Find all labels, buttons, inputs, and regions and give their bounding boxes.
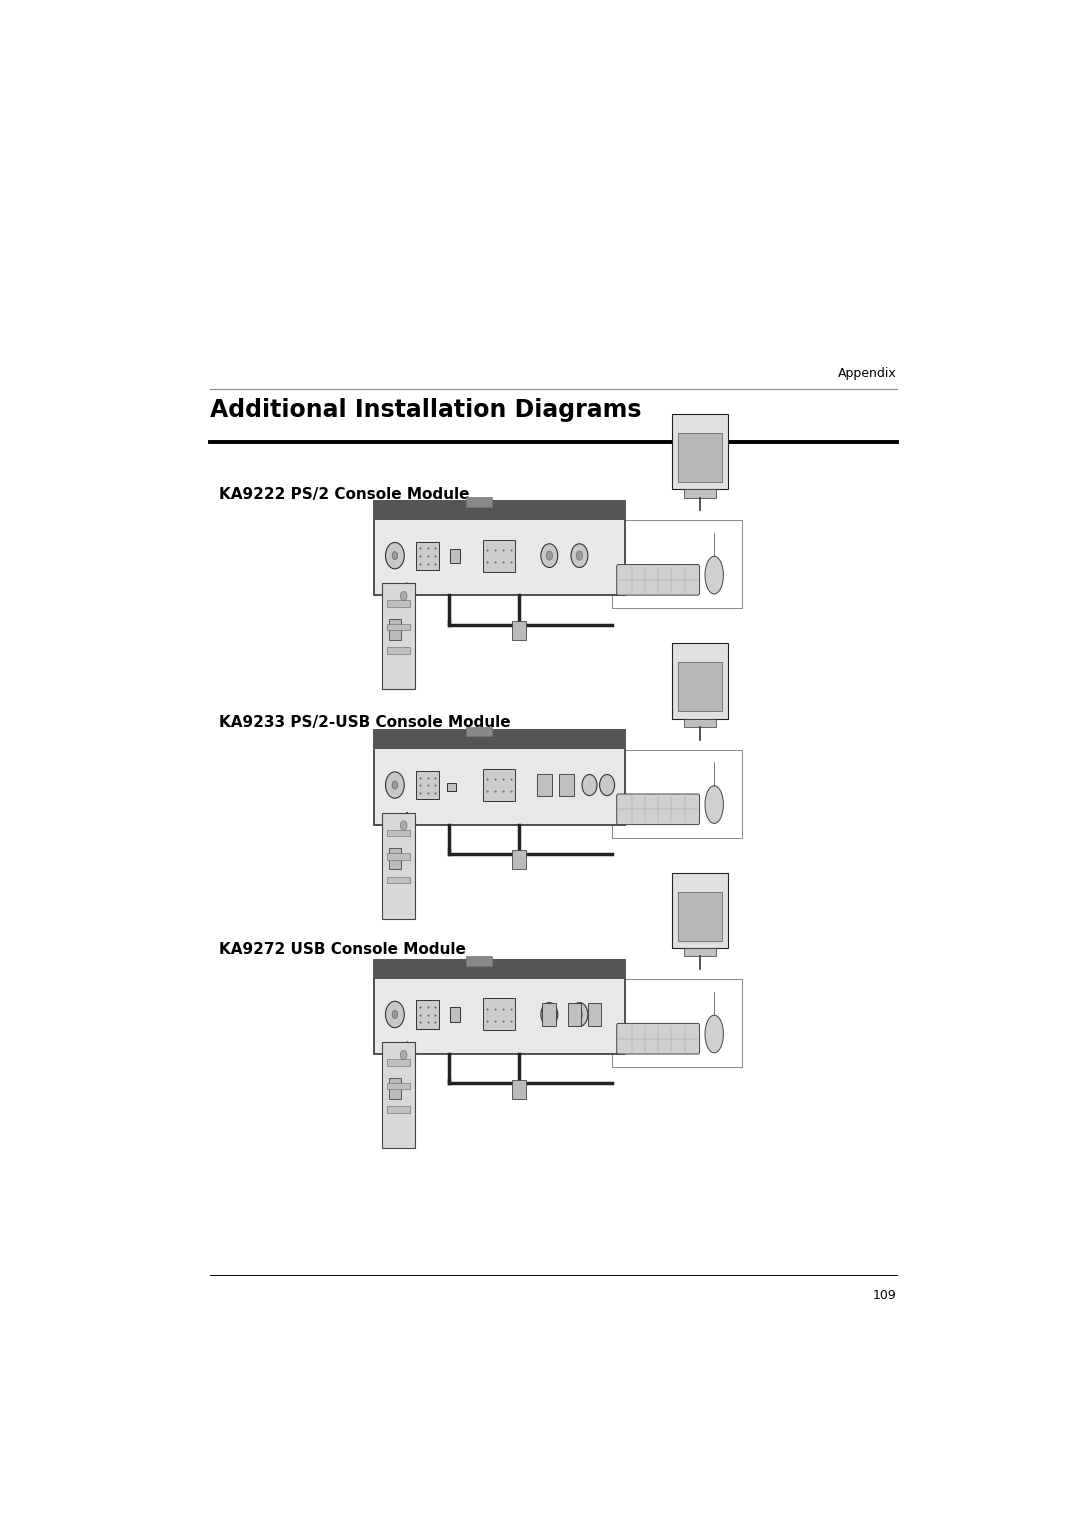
Bar (685, 489, 716, 498)
Circle shape (541, 544, 557, 567)
Bar (672, 643, 728, 718)
Circle shape (386, 772, 404, 798)
Text: KA9233 PS/2-USB Console Module: KA9233 PS/2-USB Console Module (218, 715, 511, 730)
Bar (416, 541, 440, 570)
Bar (542, 1002, 556, 1027)
Bar (612, 520, 742, 608)
Bar (389, 848, 401, 869)
Bar (483, 769, 515, 801)
Bar (416, 772, 440, 799)
Bar (450, 1007, 460, 1022)
Bar (513, 1080, 526, 1099)
Bar (387, 623, 410, 631)
Bar (416, 1001, 440, 1028)
Circle shape (582, 775, 597, 796)
Bar (537, 773, 552, 796)
Circle shape (546, 552, 553, 561)
Bar (588, 1002, 602, 1027)
Bar (685, 947, 716, 957)
Bar (567, 1002, 581, 1027)
Bar (467, 727, 491, 736)
Bar (387, 877, 410, 883)
Text: Additional Installation Diagrams: Additional Installation Diagrams (211, 399, 642, 422)
Bar (382, 813, 416, 918)
Bar (467, 497, 491, 507)
Bar (678, 432, 721, 481)
Text: KA9272 USB Console Module: KA9272 USB Console Module (218, 943, 465, 957)
Circle shape (546, 1010, 553, 1019)
Bar (382, 1042, 416, 1148)
Bar (447, 784, 456, 792)
Circle shape (401, 1050, 407, 1059)
Bar (387, 648, 410, 654)
Circle shape (401, 821, 407, 830)
Bar (513, 620, 526, 640)
Bar (387, 601, 410, 607)
Bar (374, 501, 624, 594)
Circle shape (576, 552, 583, 561)
Circle shape (386, 1001, 404, 1028)
Bar (387, 1106, 410, 1112)
Text: 109: 109 (873, 1290, 896, 1302)
Bar (389, 1077, 401, 1099)
Bar (374, 730, 624, 749)
Bar (612, 750, 742, 837)
Bar (678, 892, 721, 941)
Bar (678, 662, 721, 711)
Circle shape (392, 781, 397, 788)
Circle shape (401, 591, 407, 601)
Circle shape (386, 542, 404, 568)
Bar (374, 501, 624, 520)
Bar (513, 851, 526, 869)
FancyBboxPatch shape (617, 1024, 700, 1054)
Bar (467, 957, 491, 966)
Circle shape (571, 1002, 588, 1027)
Bar (612, 979, 742, 1067)
Bar (374, 960, 624, 1054)
Bar (685, 718, 716, 727)
Text: Appendix: Appendix (838, 367, 896, 380)
Bar (672, 414, 728, 489)
Text: KA9222 PS/2 Console Module: KA9222 PS/2 Console Module (218, 487, 469, 501)
Circle shape (599, 775, 615, 796)
Bar (389, 619, 401, 640)
Bar (672, 872, 728, 947)
Bar (387, 830, 410, 836)
Ellipse shape (705, 1015, 724, 1053)
Bar (450, 549, 460, 562)
Circle shape (392, 552, 397, 559)
Bar (559, 773, 575, 796)
Bar (387, 1059, 410, 1067)
Bar (374, 730, 624, 825)
Bar (374, 960, 624, 979)
Ellipse shape (705, 785, 724, 824)
Ellipse shape (705, 556, 724, 594)
Bar (382, 584, 416, 689)
Circle shape (576, 1010, 583, 1019)
Circle shape (392, 1010, 397, 1019)
Circle shape (541, 1002, 557, 1027)
Bar (387, 1083, 410, 1089)
Circle shape (571, 544, 588, 567)
Bar (483, 539, 515, 571)
Bar (387, 853, 410, 860)
FancyBboxPatch shape (617, 795, 700, 825)
FancyBboxPatch shape (617, 564, 700, 594)
Bar (483, 998, 515, 1030)
